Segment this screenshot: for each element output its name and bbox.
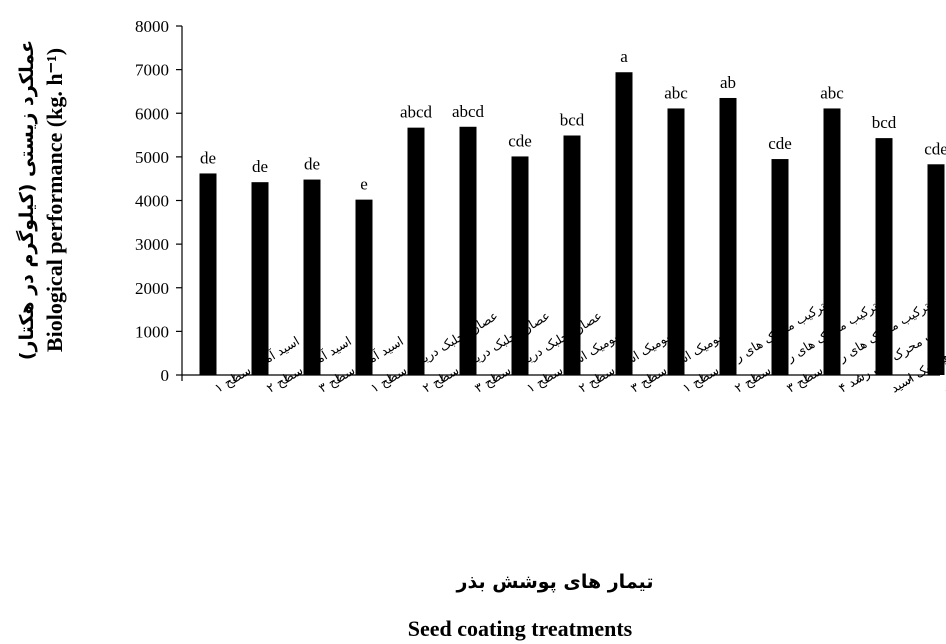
bar-data-label: de (304, 155, 320, 174)
bar-data-label: de (200, 148, 216, 167)
y-axis-title-en: Biological performance (kg. h⁻¹) (42, 48, 67, 352)
bar-data-label: cde (768, 134, 792, 153)
y-tick-label: 5000 (135, 148, 169, 167)
bar (251, 182, 269, 375)
x-axis-title-en: Seed coating treatments (408, 616, 633, 641)
y-tick-label: 3000 (135, 235, 169, 254)
bar (303, 179, 321, 375)
y-tick-label: 7000 (135, 61, 169, 80)
y-tick-label: 8000 (135, 17, 169, 36)
bar-data-label: ab (720, 73, 736, 92)
y-tick-label: 1000 (135, 322, 169, 341)
y-tick-label: 2000 (135, 279, 169, 298)
y-tick-label: 6000 (135, 104, 169, 123)
bar (615, 72, 633, 376)
bar-data-label: e (360, 175, 368, 194)
bar (355, 199, 373, 375)
bar-data-label: abc (820, 83, 844, 102)
bar (407, 127, 425, 376)
bar (719, 97, 737, 375)
bar-data-label: bcd (560, 110, 585, 129)
bar-data-label: abc (664, 83, 688, 102)
x-axis-title-fa: تیمار های پوشش بذر (456, 571, 654, 593)
y-tick-label: 4000 (135, 192, 169, 211)
bar (199, 173, 217, 375)
bar-data-label: cde (924, 139, 946, 158)
bar (667, 108, 685, 376)
bar (875, 138, 893, 375)
bar (563, 135, 581, 375)
bar (927, 164, 945, 375)
bar-data-label: abcd (400, 103, 433, 122)
bar-data-label: abcd (452, 102, 485, 121)
bar (823, 108, 841, 376)
bar-data-label: bcd (872, 113, 897, 132)
bar-data-label: de (252, 157, 268, 176)
bar (771, 159, 789, 375)
bar-data-label: a (620, 47, 628, 66)
bar (511, 156, 529, 375)
bar-data-label: cde (508, 131, 532, 150)
y-tick-label: 0 (161, 366, 170, 385)
y-axis-title-fa: عملکرد زیستی (کیلوگرم در هکتار) (15, 40, 38, 360)
bar (459, 126, 477, 376)
